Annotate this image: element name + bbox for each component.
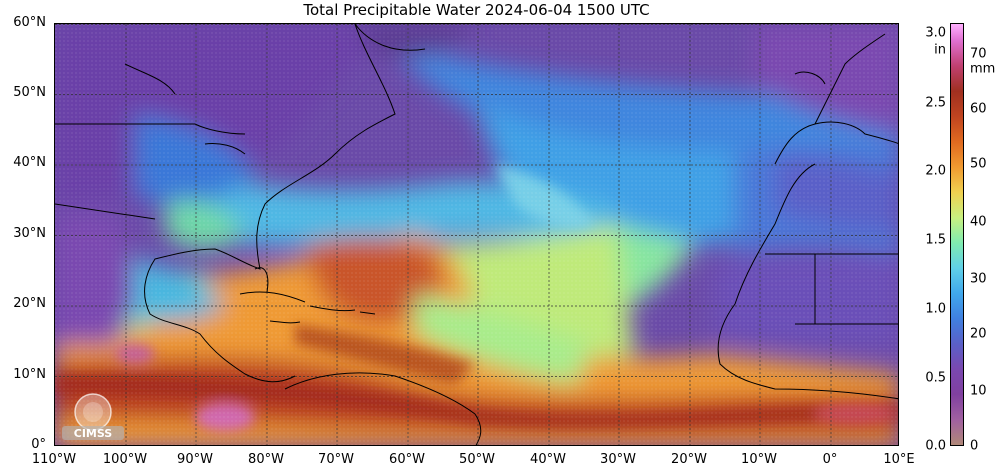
colorbar-mm-tick-50: 50 [970, 156, 987, 172]
lon-label-10w: 10°W [741, 452, 777, 467]
cimss-logo: CIMSS [62, 393, 124, 440]
lon-label-80w: 80°W [248, 452, 284, 467]
colorbar-in-tick-1-5: 1.5 [925, 232, 946, 248]
colorbar-in-unit: in [934, 42, 946, 58]
colorbar-mm-tick-30: 30 [970, 271, 987, 287]
colorbar-in-tick-3-0: 3.0 [925, 25, 946, 41]
lon-label-50w: 50°W [459, 452, 495, 467]
colorbar-mm-tick-70: 70 [970, 46, 987, 62]
colorbar [950, 23, 964, 446]
lat-label-10n: 10°N [13, 367, 46, 382]
lat-label-30n: 30°N [13, 226, 46, 241]
colorbar-mm-tick-0: 0 [970, 438, 979, 454]
lon-label-100w: 100°W [102, 452, 148, 467]
colorbar-mm-tick-60: 60 [970, 101, 987, 117]
colorbar-in-tick-0-5: 0.5 [925, 370, 946, 386]
graticule [55, 24, 898, 445]
colorbar-in-tick-0-0: 0.0 [925, 438, 946, 454]
colorbar-in-tick-1-0: 1.0 [925, 301, 946, 317]
colorbar-mm-tick-10: 10 [970, 383, 987, 399]
lon-label-40w: 40°W [530, 452, 566, 467]
lon-label-10e: 10°E [883, 452, 915, 467]
lon-label-20w: 20°W [671, 452, 707, 467]
map-title: Total Precipitable Water 2024-06-04 1500… [303, 1, 650, 19]
lon-label-110w: 110°W [31, 452, 77, 467]
colorbar-in-tick-2-0: 2.0 [925, 163, 946, 179]
lon-label-60w: 60°W [389, 452, 425, 467]
tpw-field [55, 24, 898, 445]
lat-label-40n: 40°N [13, 155, 46, 170]
tpw-map [54, 23, 899, 446]
lat-label-50n: 50°N [13, 85, 46, 100]
colorbar-in-tick-2-5: 2.5 [925, 95, 946, 111]
lat-label-20n: 20°N [13, 296, 46, 311]
lon-label-30w: 30°W [600, 452, 636, 467]
lon-label-90w: 90°W [177, 452, 213, 467]
lon-label-0: 0° [822, 452, 838, 467]
colorbar-mm-tick-40: 40 [970, 214, 987, 230]
coastlines [55, 24, 898, 445]
lon-label-70w: 70°W [318, 452, 354, 467]
colorbar-mm-tick-20: 20 [970, 326, 987, 342]
colorbar-mm-unit: mm [970, 61, 996, 77]
lat-label-0: 0° [31, 437, 46, 452]
logo-text: CIMSS [74, 427, 113, 440]
lat-label-60n: 60°N [13, 15, 46, 30]
